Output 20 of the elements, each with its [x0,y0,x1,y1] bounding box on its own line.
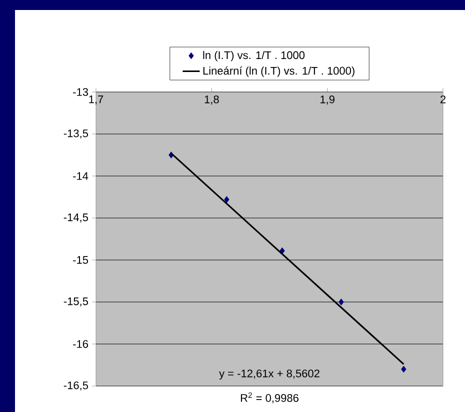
x-tick-label: 1,8 [204,96,219,105]
legend-label: Lineární (ln (I.T) vs. 1/T . 1000) [203,66,354,77]
y-tick-label: -15,5 [64,298,88,306]
y-tick-label: -14,5 [64,214,88,222]
x-tick-label: 1,9 [320,96,334,105]
x-tick-label: 1,7 [89,96,104,104]
text: R$^{2}$ = 0,9986 [240,392,298,404]
point [338,298,344,306]
y-tick-label: -16,5 [64,381,88,391]
y-tick-label: -13,5 [64,129,88,139]
point [224,196,230,203]
y-tick-label: -14 [73,172,88,180]
point [280,247,285,254]
point [401,366,406,373]
y-tick-label: -16 [73,340,88,348]
legend-label: ln (I.T) vs. 1/T . 1000 [203,51,305,62]
y-tick-label: -15 [73,256,88,264]
x-tick-label: 2 [440,96,446,104]
annotation: y = -12,61x + 8,5602 [219,370,320,380]
y-tick-label: -13 [73,88,88,96]
